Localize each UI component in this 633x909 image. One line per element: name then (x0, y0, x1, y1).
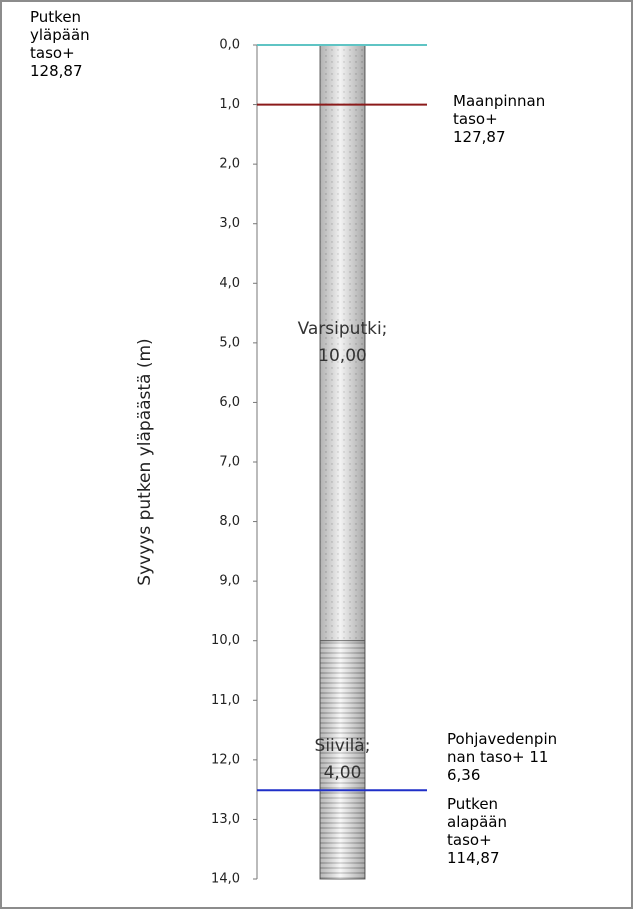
y-tick-label: 10,0 (211, 633, 240, 648)
y-tick-label: 11,0 (211, 693, 240, 708)
annotation: Putken alapään taso+ 114,87 (447, 795, 507, 867)
annotation: Pohjavedenpinnan taso+ 116,36 (447, 730, 558, 784)
annotation: Putken yläpään taso+ 128,87 (30, 8, 90, 80)
y-tick-label: 0,0 (219, 38, 240, 53)
bar-shade (320, 45, 365, 641)
y-tick-label: 9,0 (219, 574, 240, 589)
y-tick-label: 6,0 (219, 395, 240, 410)
annotation: Maanpinnan taso+ 127,87 (453, 92, 546, 146)
y-tick-label: 14,0 (211, 872, 240, 887)
bar-shade (320, 640, 365, 879)
y-tick-label: 7,0 (219, 455, 240, 470)
y-tick-label: 3,0 (219, 216, 240, 231)
y-axis-label: Syvyys putken yläpäästä (m) (135, 338, 155, 585)
segment-name: Varsiputki; (298, 319, 388, 339)
y-tick-label: 2,0 (219, 157, 240, 172)
y-tick-label: 12,0 (211, 752, 240, 767)
y-tick-label: 13,0 (211, 812, 240, 827)
y-tick-label: 5,0 (219, 335, 240, 350)
y-tick-label: 4,0 (219, 276, 240, 291)
y-tick-label: 8,0 (219, 514, 240, 529)
segment-name: Siivilä; (315, 736, 371, 756)
y-tick-label: 1,0 (219, 97, 240, 112)
segment-value-label: 4,00 (324, 763, 362, 783)
segment-value-label: 10,00 (318, 346, 367, 366)
